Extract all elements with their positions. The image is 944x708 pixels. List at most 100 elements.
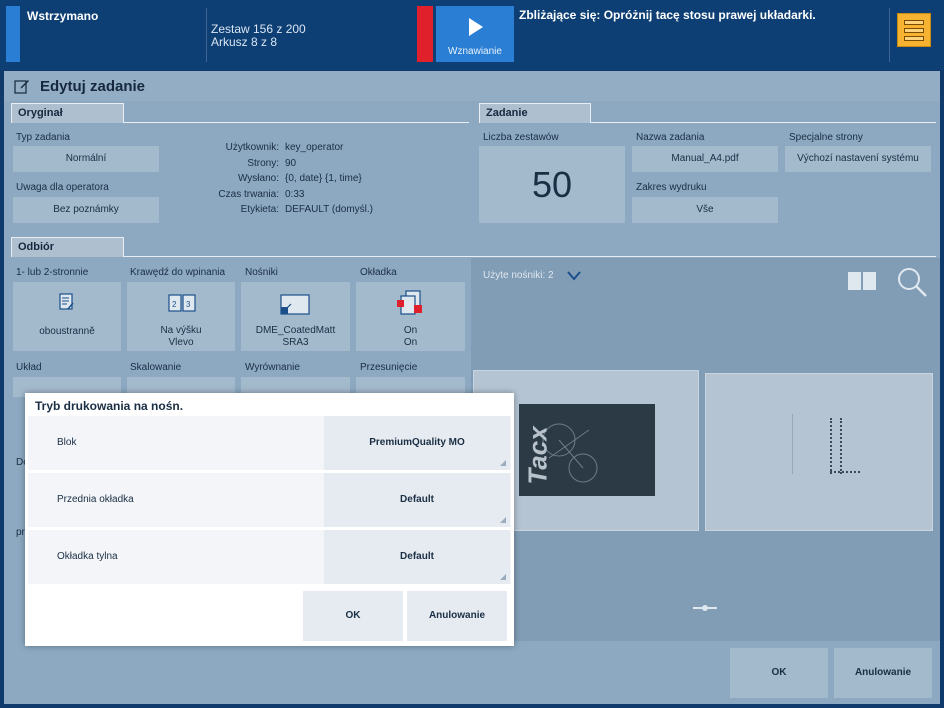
row-label: Przednia okładka: [57, 494, 134, 505]
layout-tile[interactable]: [13, 377, 121, 397]
special-pages-field[interactable]: Výchozí nastavení systému: [785, 146, 931, 172]
special-pages-label: Specjalne strony: [789, 132, 863, 143]
job-name-field[interactable]: Manual_A4.pdf: [632, 146, 778, 172]
dialog-title: Tryb drukowania na nośn.: [35, 399, 184, 413]
resume-button[interactable]: Wznawianie: [436, 6, 514, 62]
partial-label-1: Do: [16, 457, 29, 468]
scroll-handle-icon[interactable]: [691, 604, 719, 612]
alignment-tile[interactable]: [241, 377, 350, 397]
operator-note-label: Uwaga dla operatora: [16, 182, 109, 193]
print-range-label: Zakres wydruku: [636, 182, 707, 193]
cancel-button[interactable]: Anulowanie: [834, 648, 932, 698]
layout-label: Układ: [16, 362, 42, 373]
info-label: Etykieta: DEFAULT (domyśl.): [240, 204, 373, 215]
sides-value: oboustranně: [39, 326, 95, 337]
media-value-2: SRA3: [282, 337, 309, 348]
stacker-icon: [904, 20, 924, 25]
set-counter: Zestaw 156 z 200: [211, 22, 306, 36]
book-view-icon[interactable]: [847, 270, 877, 292]
cover-label: Okładka: [360, 267, 397, 278]
cover-tile[interactable]: On On: [356, 282, 465, 351]
dropdown-corner-icon: [500, 517, 506, 523]
row-label: Blok: [57, 437, 77, 448]
job-info: Użytkownik: key_operator Strony: 90 Wysłan…: [187, 140, 373, 218]
front-cover-mode-select[interactable]: Default: [324, 473, 510, 527]
cover-artwork: Tacx: [519, 404, 655, 496]
binding-value-1: Na výšku: [160, 325, 202, 336]
sets-field[interactable]: 50: [479, 146, 625, 223]
progress-info: Zestaw 156 z 200 Arkusz 8 z 8: [211, 23, 306, 49]
scaling-tile[interactable]: [127, 377, 235, 397]
tab-output[interactable]: Odbiór: [11, 237, 124, 257]
binding-edge-tile[interactable]: 2 3 Na výšku Vlevo: [127, 282, 235, 351]
page-title: Edytuj zadanie: [40, 78, 146, 95]
divider: [889, 8, 890, 62]
cover-value-2: On: [403, 337, 418, 348]
partial-label-2: pr: [16, 527, 25, 538]
status-bar: Wstrzymano Zestaw 156 z 200 Arkusz 8 z 8…: [0, 0, 944, 70]
sheet-counter: Arkusz 8 z 8: [211, 35, 278, 49]
alignment-label: Wyrównanie: [245, 362, 300, 373]
cover-icon: [397, 290, 422, 315]
binding-label: Krawędź do wpinania: [130, 267, 226, 278]
select-value: Default: [400, 551, 434, 562]
back-cover-mode-select[interactable]: Default: [324, 530, 510, 584]
sets-label: Liczba zestawów: [483, 132, 559, 143]
dialog-row-back-cover: Okładka tylna Default: [28, 530, 511, 584]
binding-value-2: Vlevo: [168, 337, 194, 348]
bike-illustration-icon: [542, 423, 598, 483]
media-icon: [280, 294, 310, 315]
dialog-cancel-button[interactable]: Anulowanie: [407, 591, 507, 641]
job-type-field[interactable]: Normální: [13, 146, 159, 172]
ok-button[interactable]: OK: [730, 648, 828, 698]
page-header: Edytuj zadanie: [4, 71, 940, 101]
tab-job[interactable]: Zadanie: [479, 103, 591, 123]
duplex-icon: [59, 293, 74, 310]
sides-label: 1- lub 2-stronnie: [16, 267, 89, 278]
print-range-field[interactable]: Vše: [632, 197, 778, 223]
shift-label: Przesunięcie: [360, 362, 418, 373]
select-value: PremiumQuality MO: [369, 437, 465, 448]
scaling-label: Skalowanie: [130, 362, 182, 373]
block-mode-select[interactable]: PremiumQuality MO: [324, 416, 510, 470]
info-user: Użytkownik: key_operator: [225, 142, 344, 153]
used-media-label: Użyte nośniki: 2: [483, 270, 554, 281]
resume-label: Wznawianie: [448, 46, 502, 57]
select-value: Default: [400, 494, 434, 505]
shift-tile[interactable]: [356, 377, 465, 397]
chevron-down-icon[interactable]: [567, 271, 581, 281]
sides-tile[interactable]: oboustranně: [13, 282, 121, 351]
media-value-1: DME_CoatedMatt: [255, 325, 336, 336]
preview-panel: Użyte nośniki: 2 Tacx: [471, 258, 940, 641]
stacker-button[interactable]: [897, 13, 931, 47]
divider: [206, 8, 207, 62]
job-type-label: Typ zadania: [16, 132, 70, 143]
printer-status: Wstrzymano: [27, 9, 99, 23]
edit-job-screen: Edytuj zadanie Oryginał Typ zadania Norm…: [4, 71, 940, 704]
tab-original[interactable]: Oryginał: [11, 103, 124, 123]
row-label: Okładka tylna: [57, 551, 118, 562]
brand-logo: Tacx: [522, 426, 553, 485]
upcoming-message: Zbliżające się: Opróżnij tacę stosu praw…: [519, 8, 816, 22]
zoom-icon[interactable]: [896, 266, 928, 298]
media-label: Nośniki: [245, 267, 278, 278]
svg-text:2: 2: [172, 300, 177, 309]
info-duration: Czas trwania: 0:33: [218, 188, 305, 200]
edit-icon: [14, 80, 29, 94]
dropdown-corner-icon: [500, 460, 506, 466]
media-tile[interactable]: DME_CoatedMatt SRA3: [241, 282, 350, 351]
status-indicator: [6, 6, 20, 62]
job-name-label: Nazwa zadania: [636, 132, 705, 143]
dialog-row-block: Blok PremiumQuality MO: [28, 416, 511, 470]
svg-text:3: 3: [186, 300, 191, 309]
info-pages: Strony: 90: [247, 157, 297, 169]
operator-note-field[interactable]: Bez poznámky: [13, 197, 159, 223]
info-sent: Wysłano: {0, date} {1, time}: [237, 173, 362, 184]
cover-value-1: On: [403, 325, 418, 336]
print-mode-dialog: Tryb drukowania na nośn. Blok PremiumQua…: [25, 393, 514, 646]
dialog-ok-button[interactable]: OK: [303, 591, 403, 641]
preview-sheet-back[interactable]: [705, 373, 933, 531]
play-icon: [469, 18, 483, 36]
alert-indicator: [417, 6, 433, 62]
dialog-row-front-cover: Przednia okładka Default: [28, 473, 511, 527]
